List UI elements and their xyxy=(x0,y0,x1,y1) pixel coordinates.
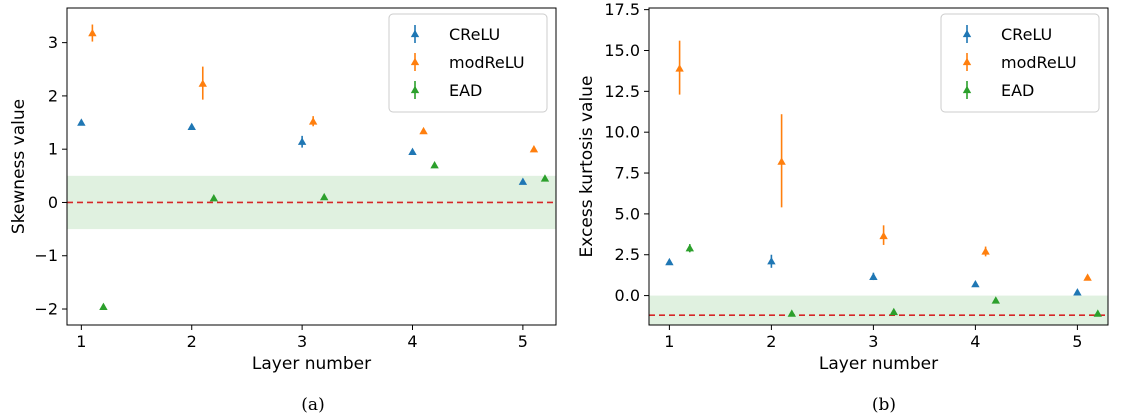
x-tick-label: 5 xyxy=(518,332,528,351)
chart-panel-1: 1 2 3 4 5 −2 −1 0 1 2 3 Layer number Skewness value C… xyxy=(9,7,557,415)
data-point-crelu xyxy=(187,122,196,130)
legend-marker xyxy=(962,57,972,66)
data-point-ead xyxy=(1093,309,1102,317)
data-point-ead xyxy=(889,307,898,316)
x-tick-label: 1 xyxy=(76,332,86,351)
y-tick-label: 15.0 xyxy=(604,41,640,60)
x-axis-label: Layer number xyxy=(819,354,938,374)
x-tick-label: 2 xyxy=(766,332,776,351)
y-tick-label: 0.0 xyxy=(615,286,640,305)
data-point-ead xyxy=(991,296,1000,304)
y-tick-label: 7.5 xyxy=(615,164,640,183)
x-tick-label: 3 xyxy=(868,332,878,351)
data-point-crelu xyxy=(518,177,528,185)
data-point-crelu xyxy=(971,279,980,288)
legend-box xyxy=(940,13,1100,113)
plot-area xyxy=(649,40,1108,325)
data-point-crelu xyxy=(665,257,674,266)
legend-label: EAD xyxy=(449,81,482,100)
x-tick-label: 2 xyxy=(187,332,197,351)
legend-marker xyxy=(410,29,420,38)
data-point-ead xyxy=(99,302,108,311)
y-tick-label: −1 xyxy=(34,246,58,265)
legend-label: EAD xyxy=(1001,81,1034,100)
y-tick-label: 1 xyxy=(48,140,58,159)
y-tick-label: 2.5 xyxy=(615,245,640,264)
x-tick-label: 4 xyxy=(407,332,417,351)
data-point-crelu xyxy=(77,118,86,126)
data-point-crelu xyxy=(767,257,776,265)
data-point-modrelu xyxy=(675,64,684,72)
legend-marker xyxy=(410,85,420,94)
axes-frame xyxy=(66,7,557,326)
y-tick-label: 3 xyxy=(48,33,58,52)
plot-area xyxy=(67,24,556,311)
y-tick-label: 12.5 xyxy=(604,82,640,101)
data-point-crelu xyxy=(297,137,307,145)
y-axis-label: Excess kurtosis value xyxy=(577,76,597,258)
data-point-modrelu xyxy=(879,231,888,240)
legend-label: modReLU xyxy=(449,53,525,72)
x-tick-label: 3 xyxy=(297,332,307,351)
axes-frame xyxy=(648,7,1109,326)
x-tick-label: 1 xyxy=(664,332,674,351)
data-point-modrelu xyxy=(419,126,428,135)
legend-marker xyxy=(962,85,972,94)
chart-panel-2: 1 2 3 4 5 0.0 2.5 5.0 7.5 10.0 12.5 15.0 17.5 Layer n… xyxy=(577,0,1109,415)
data-point-crelu xyxy=(869,272,878,280)
y-tick-label: 0 xyxy=(48,193,58,212)
figure-caption: (a) xyxy=(301,395,324,415)
x-axis-label: Layer number xyxy=(252,354,371,374)
y-tick-label: 5.0 xyxy=(615,204,640,223)
data-point-modrelu xyxy=(777,157,786,165)
x-tick-label: 4 xyxy=(970,332,980,351)
data-point-ead xyxy=(209,194,219,202)
y-tick-label: 10.0 xyxy=(604,123,640,142)
legend-label: CReLU xyxy=(449,25,500,44)
data-point-modrelu xyxy=(981,247,990,255)
legend-marker xyxy=(962,29,972,38)
y-axis-label: Skewness value xyxy=(9,99,29,234)
y-tick-label: −2 xyxy=(34,300,58,319)
data-point-ead xyxy=(540,174,550,182)
x-tick-label: 5 xyxy=(1072,332,1082,351)
data-point-crelu xyxy=(408,147,417,155)
reference-band xyxy=(649,295,1108,325)
legend-marker xyxy=(410,57,420,66)
legend-label: modReLU xyxy=(1001,53,1077,72)
data-point-ead xyxy=(787,309,796,317)
legend-box xyxy=(388,13,548,113)
y-tick-label: 2 xyxy=(48,86,58,105)
data-point-ead xyxy=(319,192,329,201)
legend: CReLU modReLU EAD xyxy=(388,13,548,113)
y-tick-label: 17.5 xyxy=(604,0,640,19)
legend-label: CReLU xyxy=(1001,25,1052,44)
data-point-ead xyxy=(430,160,439,169)
figure-caption: (b) xyxy=(872,395,896,415)
data-point-modrelu xyxy=(529,144,539,153)
data-point-modrelu xyxy=(1083,273,1092,281)
data-point-ead xyxy=(685,244,694,252)
data-point-crelu xyxy=(1073,288,1082,296)
data-point-modrelu xyxy=(198,79,207,87)
data-point-modrelu xyxy=(88,28,97,37)
legend: CReLU modReLU EAD xyxy=(940,13,1100,113)
data-point-modrelu xyxy=(308,117,318,125)
